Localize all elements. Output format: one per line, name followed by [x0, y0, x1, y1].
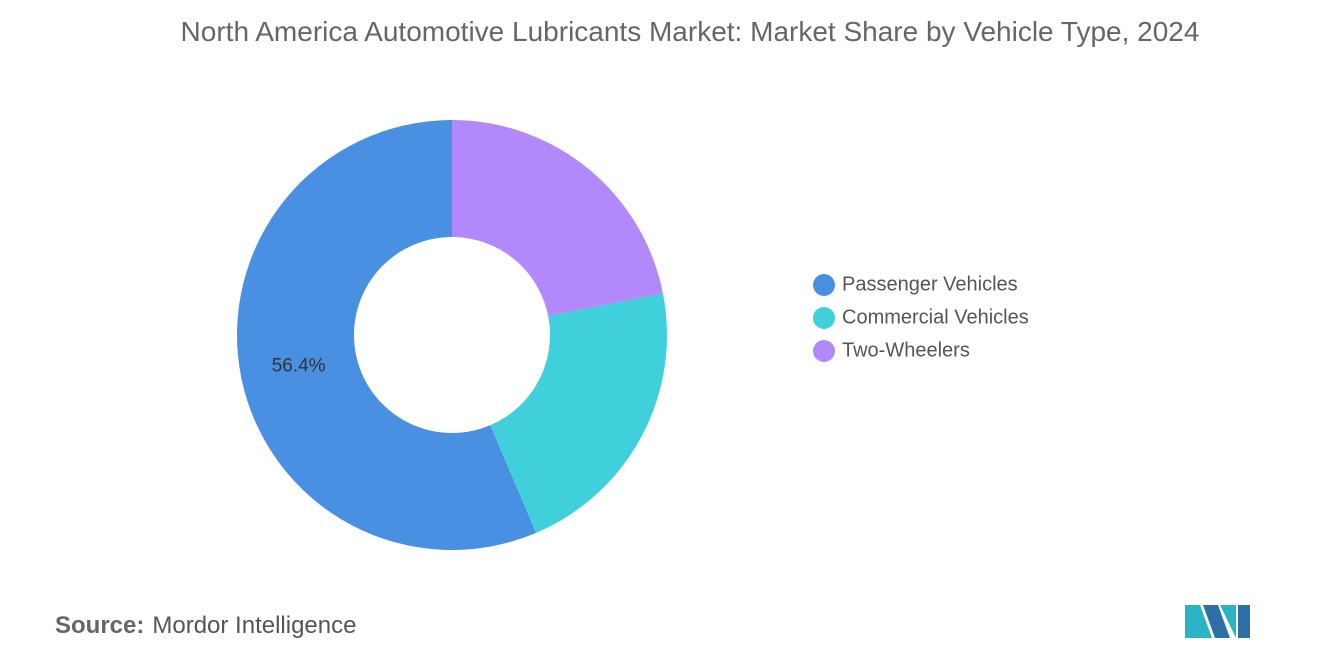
- legend-marker: [813, 307, 835, 329]
- source-text: Mordor Intelligence: [152, 612, 357, 639]
- legend-marker: [813, 340, 835, 362]
- chart-title: North America Automotive Lubricants Mark…: [180, 16, 1200, 47]
- slice: [452, 120, 663, 317]
- legend-label: Passenger Vehicles: [842, 273, 1018, 295]
- slice: [236, 120, 537, 551]
- logo: [1185, 605, 1250, 638]
- legend-label: Commercial Vehicles: [842, 306, 1029, 328]
- slice: [490, 293, 667, 533]
- source: Source: Mordor Intelligence: [55, 612, 356, 640]
- legend-label: Two-Wheelers: [842, 339, 970, 361]
- source-label: Source:: [55, 612, 145, 639]
- legend-marker: [813, 274, 835, 296]
- value-label: 56.4%: [272, 355, 326, 376]
